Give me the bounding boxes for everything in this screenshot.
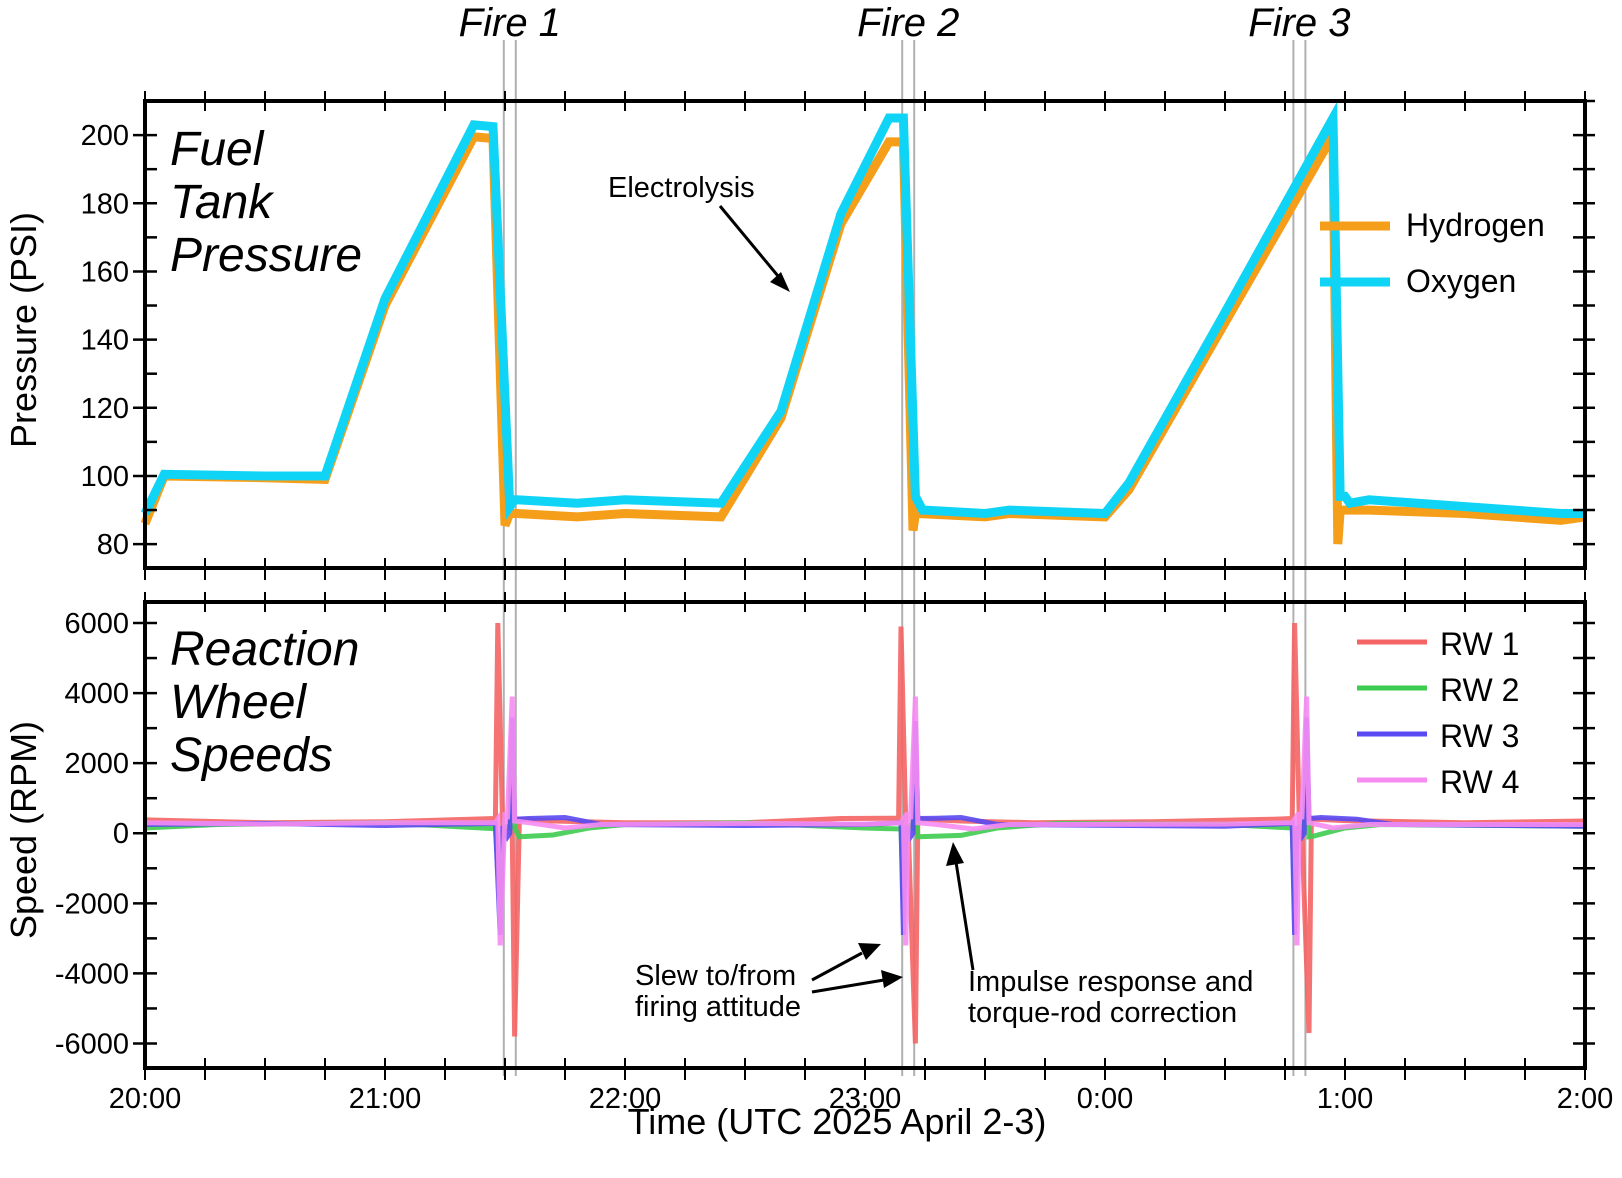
x-tick-label: 2:00 [1557,1083,1613,1115]
x-axis-label: Time (UTC 2025 April 2-3) [628,1101,1047,1142]
slew-arrow-1 [811,951,863,982]
slew-label-line-1: Slew to/from [635,960,796,992]
electrolysis-arrowhead [770,272,790,292]
rw-series-rw4 [144,696,1585,946]
rw-y-tick-label: 0 [113,818,129,850]
rw-y-tick-label: -4000 [55,958,129,990]
x-tick-label: 0:00 [1077,1083,1133,1115]
rw-plot-frame [143,600,1587,1070]
legend-label-oxygen: Oxygen [1406,263,1516,299]
x-tick-label: 1:00 [1317,1083,1373,1115]
rw-panel-title-line-1: Reaction [170,623,359,676]
x-tick-label: 22:00 [589,1083,662,1115]
electrolysis-arrow [718,205,780,277]
impulse-arrow [954,861,975,971]
reaction-wheel-panel: -6000 -4000 -2000 0 2000 4000 6000 Reaction Wh… [3,592,1595,1080]
rw-y-axis-label: Speed (RPM) [3,721,44,939]
pressure-y-tick-label: 180 [81,188,129,220]
pressure-panel-title-line-2: Tank [170,176,275,229]
slew-arrowhead-1 [858,943,881,960]
pressure-y-axis-label: Pressure (PSI) [3,212,44,448]
electrolysis-annotation: Electrolysis [608,172,790,292]
rw-y-tick-label: 4000 [64,678,129,710]
legend-label-rw1: RW 1 [1440,626,1519,662]
pressure-panel-title-line-1: Fuel [170,123,265,176]
pressure-panel: 80 100 120 140 160 180 200 Fuel Tank Pressure … [3,91,1595,580]
x-tick-label: 20:00 [109,1083,182,1115]
rw-legend: RW 1 RW 2 RW 3 RW 4 [1357,626,1519,800]
reaction-wheel-series [144,622,1586,1044]
fire-1-label: Fire 1 [459,1,561,45]
x-tick-label: 23:00 [829,1083,902,1115]
impulse-annotation: Impulse response and torque-rod correcti… [946,842,1253,1029]
rw-y-tick-label: 2000 [64,748,129,780]
fire-2-label: Fire 2 [857,1,959,45]
impulse-arrowhead [946,842,964,866]
rw-y-tick-label: -6000 [55,1028,129,1060]
rw-series-rw2 [144,770,1586,904]
pressure-series-oxygen [140,101,1585,520]
slew-arrow-2 [811,978,885,994]
rw-y-tick-label: 6000 [64,608,129,640]
rw-series-rw3 [144,717,1586,936]
reaction-wheel-axes: -6000 -4000 -2000 0 2000 4000 6000 [55,592,1595,1080]
pressure-y-tick-label: 140 [81,325,129,357]
pressure-series [140,101,1586,545]
pressure-axes: 80 100 120 140 160 180 200 [81,91,1595,580]
legend-label-rw2: RW 2 [1440,672,1519,708]
pressure-y-tick-label: 100 [81,461,129,493]
rw-y-tick-label: -2000 [55,888,129,920]
x-tick-label: 21:00 [349,1083,422,1115]
rw-panel-title-line-2: Wheel [170,676,307,729]
fire-event-labels: Fire 1 Fire 2 Fire 3 [459,1,1351,45]
slew-label-line-2: firing attitude [635,991,801,1023]
legend-label-rw3: RW 3 [1440,718,1519,754]
impulse-label-line-1: Impulse response and [968,966,1253,998]
legend-label-hydrogen: Hydrogen [1406,207,1545,243]
time-axis: Time (UTC 2025 April 2-3) 20:00 21:00 22:0… [109,1083,1614,1142]
slew-annotation: Slew to/from firing attitude [635,943,903,1023]
pressure-y-tick-label: 80 [97,529,129,561]
fire-3-label: Fire 3 [1248,1,1350,45]
slew-arrowhead-2 [881,970,903,988]
pressure-series-hydrogen [140,118,1586,545]
electrolysis-label: Electrolysis [608,172,755,204]
pressure-y-tick-label: 120 [81,393,129,425]
pressure-y-tick-label: 200 [81,120,129,152]
impulse-label-line-2: torque-rod correction [968,997,1237,1029]
rw-panel-title-line-3: Speeds [170,729,333,782]
pressure-y-tick-label: 160 [81,256,129,288]
legend-label-rw4: RW 4 [1440,764,1519,800]
pressure-legend: Hydrogen Oxygen [1320,207,1545,299]
pressure-panel-title-line-3: Pressure [170,229,362,282]
